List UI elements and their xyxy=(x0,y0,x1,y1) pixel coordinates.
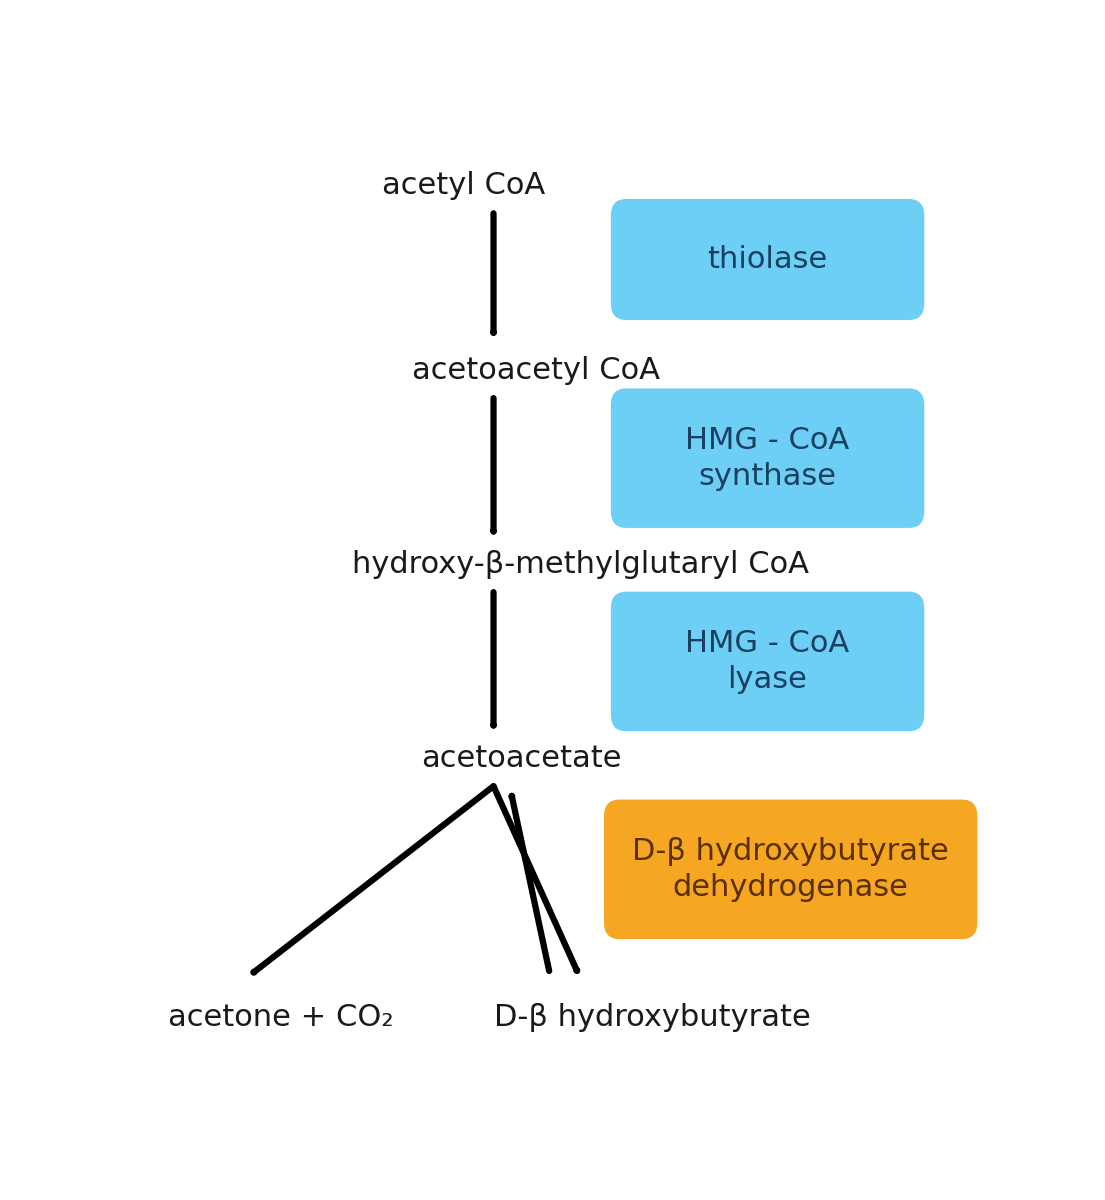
FancyBboxPatch shape xyxy=(604,799,977,940)
Text: thiolase: thiolase xyxy=(707,245,828,274)
Text: acetoacetyl CoA: acetoacetyl CoA xyxy=(412,356,660,385)
Text: hydroxy-β-methylglutaryl CoA: hydroxy-β-methylglutaryl CoA xyxy=(352,550,809,578)
Text: D-β hydroxybutyrate: D-β hydroxybutyrate xyxy=(494,1003,810,1032)
FancyBboxPatch shape xyxy=(611,592,924,731)
Text: HMG - CoA
synthase: HMG - CoA synthase xyxy=(685,426,850,491)
Text: HMG - CoA
lyase: HMG - CoA lyase xyxy=(685,629,850,694)
Text: acetyl CoA: acetyl CoA xyxy=(382,172,545,200)
Text: acetone + CO₂: acetone + CO₂ xyxy=(168,1003,393,1032)
Text: acetoacetate: acetoacetate xyxy=(421,744,621,773)
FancyBboxPatch shape xyxy=(611,389,924,528)
FancyBboxPatch shape xyxy=(611,199,924,320)
Text: D-β hydroxybutyrate
dehydrogenase: D-β hydroxybutyrate dehydrogenase xyxy=(632,836,949,901)
